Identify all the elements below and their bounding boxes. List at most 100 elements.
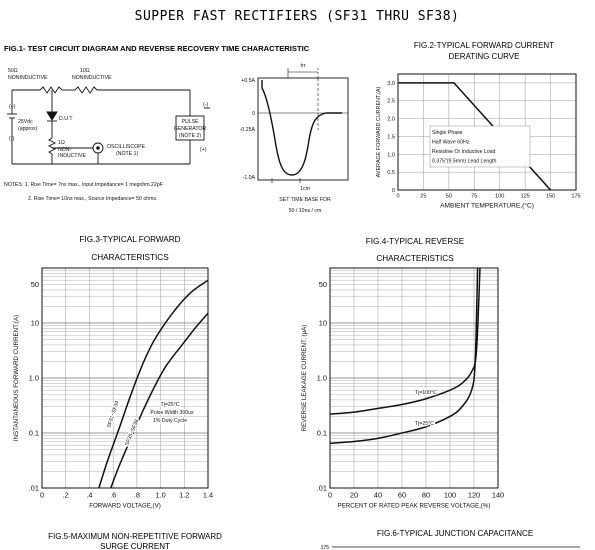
fig4-title-2: CHARACTERISTICS — [376, 254, 454, 263]
r1-label: 50Ω — [8, 68, 18, 74]
fig4-ytick-label: 10 — [319, 319, 327, 328]
fig2-ytick-label: 1.0 — [387, 152, 395, 158]
waveform-trr-label: trr — [301, 63, 306, 69]
fig4-ytick-label: 0.1 — [317, 429, 327, 438]
source-voltage: 25Vdc — [18, 119, 33, 125]
waveform-ytick-3: -0.25A — [240, 127, 256, 133]
fig4-xlabel: PERCENT OF RATED PEAK REVERSE VOLTAGE,(%… — [338, 502, 491, 509]
fig4-ytick-label: 50 — [319, 280, 327, 289]
fig3-xtick-label: 1.2 — [179, 490, 189, 499]
pulse-gen-minus: (-) — [203, 102, 208, 108]
waveform-caption-1: SET TIME BASE FOR — [279, 197, 331, 203]
fig4-series-label: Tj=25°C — [415, 421, 434, 427]
fig2-xtick-label: 125 — [520, 194, 529, 200]
fig3-xtick-label: 1.0 — [155, 490, 165, 499]
fig2-title-2: DERATING CURVE — [449, 52, 520, 61]
fig3-xlabel: FORWARD VOLTAGE,(V) — [89, 502, 161, 509]
fig6-ytick-top: 175 — [321, 545, 330, 550]
fig4-ytick-label: .01 — [317, 484, 327, 493]
fig4-ylabel: REVERSE LEAKAGE CURRENT, (μA) — [301, 325, 308, 432]
fig4-series-label-halo: Tj=25°C — [415, 421, 434, 427]
waveform-ytick-2: 0 — [252, 111, 255, 117]
fig1-note-2: 2. Rise Time= 10ns max., Source Impedanc… — [28, 196, 157, 202]
fig2-ytick-label: 0.5 — [387, 170, 395, 176]
fig3-series-line — [98, 279, 209, 489]
fig2-xtick-label: 0 — [396, 194, 399, 200]
fig3-title-2: CHARACTERISTICS — [91, 253, 169, 262]
fig3-ytick-label: 0.1 — [29, 429, 39, 438]
fig4-chart: 0 20 40 60 80 100 120 140 .01 0.1 1.0 10 50 PERCENT O… — [301, 267, 504, 509]
pulse-gen-label-3: (NOTE 2) — [179, 133, 201, 139]
source-plus: (+) — [9, 104, 16, 110]
fig3-annotation: 1% Duty Cycle — [153, 418, 187, 424]
fig1-title: FIG.1- TEST CIRCUIT DIAGRAM AND REVERSE … — [4, 44, 310, 53]
fig6-title: FIG.6-TYPICAL JUNCTION CAPACITANCE — [377, 529, 533, 538]
fig3-xtick-label: .2 — [63, 490, 69, 499]
dut-label: D.U.T — [59, 116, 73, 122]
fig3-plot-frame — [41, 267, 209, 489]
fig4-series-label-halo: Tj=100°C — [415, 390, 437, 396]
fig4-xtick-label: 60 — [398, 490, 406, 499]
pulse-gen-plus: (+) — [200, 147, 207, 153]
fig2-legend-line: Single Phase — [432, 130, 463, 136]
fig2-legend-line: Half Wave 60Hz — [432, 140, 470, 146]
fig3-title-1: FIG.3-TYPICAL FORWARD — [79, 235, 180, 244]
fig3-ytick-label: 1.0 — [29, 374, 39, 383]
fig2-ytick-label: 0 — [392, 188, 395, 194]
fig3-ytick-label: 10 — [31, 319, 39, 328]
reverse-recovery-waveform — [257, 68, 349, 183]
r3-sublabel-1: NON- — [58, 147, 72, 153]
fig4-xtick-label: 100 — [444, 490, 456, 499]
fig2-xtick-label: 175 — [571, 194, 580, 200]
fig2-ytick-label: 2.0 — [387, 117, 395, 123]
fig5-title-2: SURGE CURRENT — [100, 542, 170, 550]
fig2-legend-box — [429, 125, 531, 168]
fig2-title-1: FIG.2-TYPICAL FORWARD CURRENT — [414, 41, 554, 50]
waveform-caption-2: 50 / 10ns / cm — [289, 208, 322, 214]
fig4-series-label: Tj=100°C — [415, 390, 437, 396]
r2-label: 10Ω — [80, 68, 90, 74]
fig2-xtick-label: 50 — [446, 194, 452, 200]
fig4-xtick-label: 140 — [492, 490, 504, 499]
source-approx: (approx) — [18, 126, 38, 132]
fig2-xtick-label: 25 — [420, 194, 426, 200]
fig3-xtick-label: .8 — [134, 490, 140, 499]
fig4-plot-frame — [329, 267, 499, 489]
fig3-ytick-label: .01 — [29, 484, 39, 493]
fig3-xtick-label: 1.4 — [203, 490, 213, 499]
fig2-xtick-label: 150 — [546, 194, 555, 200]
waveform-ytick-1: +0.5A — [241, 78, 255, 84]
source-minus: (-) — [9, 136, 14, 142]
fig3-annotation-halo: 1% Duty Cycle — [153, 418, 187, 424]
fig4-xtick-label: 40 — [374, 490, 382, 499]
fig2-xtick-label: 100 — [495, 194, 504, 200]
waveform-ytick-4: -1.0A — [243, 175, 256, 181]
fig3-xtick-label: 0 — [40, 490, 44, 499]
fig1-note-1: NOTES: 1. Rise Time= 7ns max., Input Imp… — [4, 182, 163, 188]
r1-sublabel: NONINDUCTIVE — [8, 75, 48, 81]
fig4-series-line — [329, 267, 479, 445]
fig4-xtick-label: 120 — [468, 490, 480, 499]
fig2-legend-line: 0.375"(9.5mm) Lead Length — [432, 159, 497, 165]
fig2-ytick-label: 2.5 — [387, 99, 395, 105]
oscilloscope-note: (NOTE 1) — [116, 151, 138, 157]
fig2-legend-line: Resistive Or Inductive Load — [432, 149, 496, 155]
fig3-chart: 0 .2 .4 .6 .8 1.0 1.2 1.4 .01 0.1 1.0 10 50 FORWARD V… — [13, 267, 213, 509]
fig2-xlabel: AMBIENT TEMPERATURE,(°C) — [440, 202, 534, 210]
pulse-gen-label-1: PULSE — [181, 119, 199, 125]
fig3-annotation: Tj=25°C — [161, 402, 180, 408]
r2-sublabel: NONINDUCTIVE — [72, 75, 112, 81]
fig3-annotation-halo: Pulse Width 300us — [150, 410, 194, 416]
fig2-chart: 0 25 50 75 100 125 150 175 0 0.5 1.0 1.5 2.0 2.5 3.0 AM… — [376, 73, 581, 210]
fig2-ylabel: AVERAGE FORWARD CURRENT,(A) — [376, 86, 382, 177]
pulse-gen-label-2: GENERATOR — [174, 126, 207, 132]
fig4-xtick-label: 20 — [350, 490, 358, 499]
oscilloscope-label: OSCILLISCOPE — [107, 144, 146, 150]
page-title: SUPPER FAST RECTIFIERS (SF31 THRU SF38) — [135, 9, 460, 24]
fig4-xtick-label: 0 — [328, 490, 332, 499]
fig3-series-line — [110, 312, 209, 489]
fig3-ytick-label: 50 — [31, 280, 39, 289]
waveform-scale-label: 1cm — [300, 186, 310, 192]
fig2-xtick-label: 75 — [471, 194, 477, 200]
